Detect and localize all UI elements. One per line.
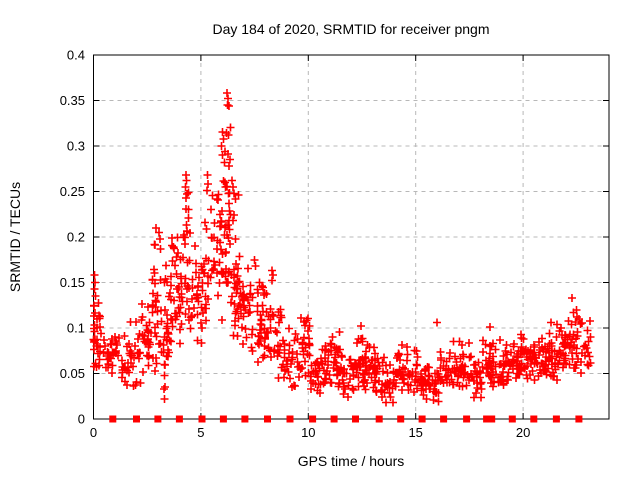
x-tick-label: 5 [197, 425, 204, 440]
pass-boundary-square [198, 415, 206, 423]
x-tick-label: 0 [90, 425, 97, 440]
y-tick-label: 0.4 [67, 48, 85, 63]
pass-boundary-square [463, 415, 471, 423]
grid-lines [93, 55, 609, 419]
x-tick-label: 10 [301, 425, 315, 440]
pass-boundary-square [309, 415, 317, 423]
pass-boundary-square [133, 415, 140, 423]
pass-boundary-square [508, 415, 516, 423]
y-tick-label: 0.05 [60, 366, 85, 381]
y-tick-label: 0 [78, 412, 85, 427]
y-tick-label: 0.35 [60, 93, 85, 108]
pass-boundary-square [175, 415, 183, 423]
pass-boundary-square [418, 415, 426, 423]
chart-title: Day 184 of 2020, SRMTID for receiver png… [212, 21, 490, 37]
y-axis-label: SRMTID / TECUs [7, 181, 23, 293]
pass-boundary-square [154, 415, 162, 423]
pass-boundary-square [440, 415, 448, 423]
x-axis-label: GPS time / hours [297, 453, 405, 469]
pass-boundary-square [352, 415, 359, 423]
pass-boundary-square [530, 415, 538, 423]
pass-boundary-square [552, 415, 560, 423]
pass-boundary-square [375, 415, 383, 423]
x-tick-label: 20 [516, 425, 530, 440]
y-tick-label: 0.25 [60, 184, 85, 199]
scatter-series-srmtid [89, 89, 595, 407]
pass-boundary-square [219, 415, 227, 423]
y-tick-label: 0.3 [67, 139, 85, 154]
y-tick-label: 0.1 [67, 321, 85, 336]
pass-boundary-square [330, 415, 338, 423]
y-tick-label: 0.2 [67, 230, 85, 245]
pass-boundary-square [109, 415, 117, 423]
pass-boundary-square [397, 415, 405, 423]
pass-boundary-square [264, 415, 271, 423]
pass-boundary-square [483, 415, 491, 423]
pass-boundary-square [488, 415, 496, 423]
axis-ticks [93, 54, 609, 420]
x-tick-label: 15 [408, 425, 422, 440]
pass-boundary-square [286, 415, 294, 423]
pass-boundary-square [241, 415, 249, 423]
y-tick-label: 0.15 [60, 275, 85, 290]
pass-boundary-square [575, 415, 583, 423]
